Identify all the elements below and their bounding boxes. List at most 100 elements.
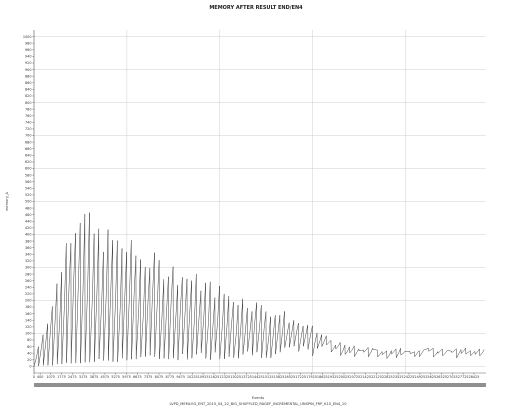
x-tick-label: 10925 bbox=[198, 375, 209, 379]
x-tick-label: 14425 bbox=[252, 375, 263, 379]
y-tick-label: 40 bbox=[27, 351, 31, 355]
x-tick-labels: 0 400 1075 1775 2475 3175 3875 4575 5275 5975 6675… bbox=[33, 373, 479, 379]
grid bbox=[33, 30, 486, 373]
y-tick-label: 20 bbox=[27, 358, 31, 362]
y-tick-label: 280 bbox=[25, 272, 31, 276]
series-layer bbox=[33, 212, 485, 367]
y-tick-label: 680 bbox=[25, 140, 31, 144]
y-tick-label: 740 bbox=[25, 121, 31, 125]
y-tick-label: 380 bbox=[25, 239, 31, 243]
y-tick-label: 240 bbox=[25, 285, 31, 289]
y-tick-label: 820 bbox=[25, 94, 31, 98]
x-tick-label: 3875 bbox=[90, 375, 99, 379]
y-tick-label: 440 bbox=[25, 219, 31, 223]
x-tick-label: 12325 bbox=[219, 375, 230, 379]
y-tick-label: 180 bbox=[25, 305, 31, 309]
x-tick-label: 6675 bbox=[133, 375, 142, 379]
x-tick-label: 5975 bbox=[122, 375, 131, 379]
x-tick-label: 13025 bbox=[230, 375, 241, 379]
y-tick-label: 760 bbox=[25, 114, 31, 118]
x-tick-label: 8775 bbox=[166, 375, 175, 379]
x-tick-label: 20025 bbox=[339, 375, 350, 379]
x-tick-label: 17925 bbox=[306, 375, 317, 379]
x-tick-label: 2475 bbox=[68, 375, 77, 379]
x-tick-label: 5275 bbox=[111, 375, 120, 379]
y-tick-labels: 1000980960940920900880860840820800780760… bbox=[23, 35, 34, 369]
y-tick-label: 700 bbox=[25, 134, 31, 138]
y-tick-label: 540 bbox=[25, 187, 31, 191]
y-tick-label: 980 bbox=[25, 41, 31, 45]
y-tick-label: 260 bbox=[25, 279, 31, 283]
x-tick-label: 22825 bbox=[382, 375, 393, 379]
x-axis-range-bar bbox=[34, 383, 486, 387]
x-tick-label: 10225 bbox=[187, 375, 198, 379]
y-tick-label: 60 bbox=[27, 345, 31, 349]
x-tick-label: 7375 bbox=[144, 375, 153, 379]
y-axis-label: memory_A bbox=[5, 191, 9, 211]
y-tick-label: 940 bbox=[25, 55, 31, 59]
x-tick-label: 15125 bbox=[263, 375, 274, 379]
x-tick-label: 18625 bbox=[317, 375, 328, 379]
y-tick-label: 640 bbox=[25, 154, 31, 158]
x-tick-label: 23525 bbox=[393, 375, 404, 379]
y-tick-label: 400 bbox=[25, 233, 31, 237]
y-tick-label: 200 bbox=[25, 299, 31, 303]
y-tick-label: 620 bbox=[25, 160, 31, 164]
x-tick-label: 27025 bbox=[447, 375, 458, 379]
y-tick-label: 600 bbox=[25, 167, 31, 171]
y-tick-label: 160 bbox=[25, 312, 31, 316]
y-tick-label: 860 bbox=[25, 81, 31, 85]
y-tick-label: 720 bbox=[25, 127, 31, 131]
x-tick-label: 16525 bbox=[284, 375, 295, 379]
x-tick-label: 4575 bbox=[100, 375, 109, 379]
y-tick-label: 800 bbox=[25, 101, 31, 105]
y-tick-label: 0 bbox=[29, 365, 31, 369]
y-tick-label: 340 bbox=[25, 252, 31, 256]
y-tick-label: 220 bbox=[25, 292, 31, 296]
x-tick-label: 3175 bbox=[79, 375, 88, 379]
y-tick-label: 840 bbox=[25, 88, 31, 92]
chart-title: MEMORY AFTER RESULT END/EN4 bbox=[209, 5, 303, 11]
series-line bbox=[33, 212, 485, 367]
y-tick-label: 480 bbox=[25, 206, 31, 210]
x-axis-label: Events bbox=[252, 396, 264, 400]
y-tick-label: 920 bbox=[25, 61, 31, 65]
y-tick-label: 460 bbox=[25, 213, 31, 217]
x-tick-label: 20725 bbox=[349, 375, 360, 379]
y-tick-label: 880 bbox=[25, 74, 31, 78]
y-tick-label: 520 bbox=[25, 193, 31, 197]
y-tick-label: 120 bbox=[25, 325, 31, 329]
x-tick-label: 9475 bbox=[176, 375, 185, 379]
x-tick-label: 28425 bbox=[469, 375, 480, 379]
y-tick-label: 660 bbox=[25, 147, 31, 151]
x-tick-label: 11625 bbox=[209, 375, 220, 379]
y-tick-label: 360 bbox=[25, 246, 31, 250]
x-tick-label: 1775 bbox=[57, 375, 66, 379]
y-tick-label: 1000 bbox=[23, 35, 32, 39]
y-tick-label: 780 bbox=[25, 107, 31, 111]
y-tick-label: 560 bbox=[25, 180, 31, 184]
x-tick-label: 26325 bbox=[436, 375, 447, 379]
y-tick-label: 900 bbox=[25, 68, 31, 72]
y-tick-label: 80 bbox=[27, 338, 31, 342]
y-tick-label: 420 bbox=[25, 226, 31, 230]
x-tick-label: 19325 bbox=[328, 375, 339, 379]
x-tick-label: 22125 bbox=[371, 375, 382, 379]
x-tick-label: 24925 bbox=[414, 375, 425, 379]
y-tick-label: 300 bbox=[25, 266, 31, 270]
x-tick-label: 24225 bbox=[404, 375, 415, 379]
x-tick-label: 0 bbox=[33, 375, 35, 379]
x-tick-label: 13725 bbox=[241, 375, 252, 379]
chart-caption: LVPD_MEMLOG_ENT_2015_04_22_BIG_SHUFFLED_… bbox=[170, 402, 348, 406]
x-tick-label: 27725 bbox=[458, 375, 469, 379]
y-tick-label: 320 bbox=[25, 259, 31, 263]
y-tick-label: 580 bbox=[25, 173, 31, 177]
x-tick-label: 1075 bbox=[46, 375, 55, 379]
y-tick-label: 140 bbox=[25, 318, 31, 322]
x-tick-label: 8075 bbox=[155, 375, 164, 379]
y-tick-label: 100 bbox=[25, 332, 31, 336]
y-tick-label: 500 bbox=[25, 200, 31, 204]
y-tick-label: 960 bbox=[25, 48, 31, 52]
x-tick-label: 17225 bbox=[295, 375, 306, 379]
